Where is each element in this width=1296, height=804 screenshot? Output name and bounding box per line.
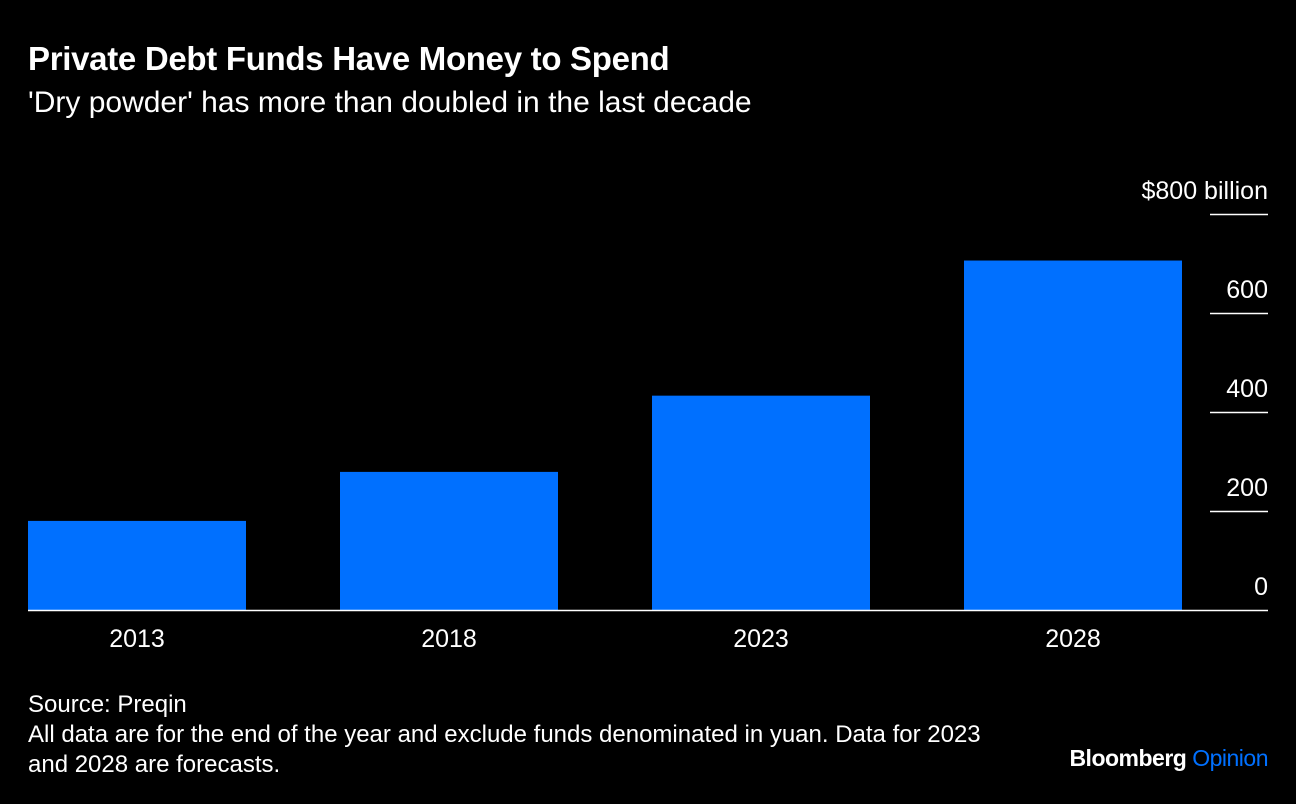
x-tick-label-2018: 2018 bbox=[421, 625, 477, 653]
y-tick-label-400: 400 bbox=[1226, 375, 1268, 403]
y-tick-label-600: 600 bbox=[1226, 276, 1268, 304]
bar-2028 bbox=[964, 260, 1182, 610]
brand-secondary: Opinion bbox=[1192, 745, 1268, 771]
bloomberg-opinion-logo: Bloomberg Opinion bbox=[1069, 745, 1268, 772]
brand-primary: Bloomberg bbox=[1069, 745, 1187, 771]
bar-2023 bbox=[652, 395, 870, 610]
chart-title: Private Debt Funds Have Money to Spend bbox=[28, 40, 670, 77]
bar-chart: 2013 2018 2023 2028 0 200 400 600 $800 billion bbox=[28, 177, 1269, 653]
bar-2013 bbox=[28, 520, 246, 610]
y-tick-label-800: $800 billion bbox=[1142, 177, 1269, 205]
x-tick-label-2013: 2013 bbox=[109, 625, 165, 653]
y-tick-label-200: 200 bbox=[1226, 474, 1268, 502]
chart-subtitle: 'Dry powder' has more than doubled in th… bbox=[28, 86, 752, 119]
y-tick-label-0: 0 bbox=[1254, 573, 1268, 601]
footnote: All data are for the end of the year and… bbox=[28, 721, 981, 778]
x-tick-label-2023: 2023 bbox=[733, 625, 789, 653]
source-note: Source: Preqin bbox=[28, 691, 187, 718]
x-tick-label-2028: 2028 bbox=[1045, 625, 1101, 653]
bar-2018 bbox=[340, 471, 558, 610]
